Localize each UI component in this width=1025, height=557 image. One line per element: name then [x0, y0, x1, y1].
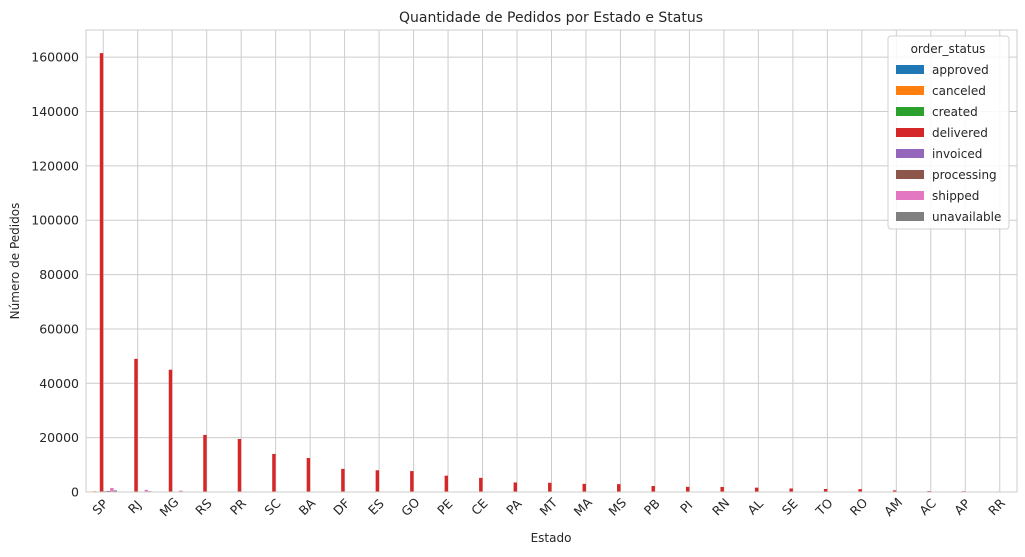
bar-shipped-RJ — [144, 489, 149, 492]
y-tick-label: 80000 — [39, 267, 79, 282]
legend: order_status approved canceled created deli… — [887, 35, 1010, 230]
legend-swatch-canceled — [896, 86, 924, 95]
bar-processing-SP — [106, 490, 111, 492]
grid-lines — [86, 30, 1017, 493]
y-tick-label: 40000 — [39, 376, 79, 391]
bar-delivered-SE — [789, 488, 793, 492]
x-axis-title: Estado — [531, 531, 572, 545]
bar-delivered-PR — [237, 439, 242, 492]
y-tick-label: 0 — [71, 485, 79, 500]
legend-label-invoiced: invoiced — [932, 147, 982, 161]
legend-swatch-unavailable — [896, 212, 924, 221]
bar-delivered-MS — [617, 484, 621, 492]
bar-delivered-SP — [99, 53, 104, 492]
bar-delivered-SC — [272, 453, 276, 492]
legend-label-unavailable: unavailable — [932, 210, 1001, 224]
bar-delivered-AL — [754, 487, 759, 492]
bar-delivered-AM — [892, 490, 897, 492]
y-tick-labels: 0 20000 40000 60000 80000 100000 120000 140000 1… — [31, 50, 79, 500]
bar-delivered-BA — [306, 458, 311, 492]
bar-shipped-SP — [110, 487, 114, 492]
bar-delivered-CE — [479, 477, 483, 492]
legend-label-processing: processing — [932, 168, 997, 182]
bar-delivered-MT — [548, 482, 552, 492]
bars — [92, 53, 1011, 492]
legend-label-approved: approved — [932, 63, 989, 77]
y-tick-label: 60000 — [39, 321, 79, 336]
bar-delivered-PB — [651, 486, 655, 492]
y-tick-label: 160000 — [31, 50, 79, 65]
legend-swatch-processing — [896, 170, 924, 179]
bar-delivered-RJ — [134, 358, 138, 492]
bar-delivered-ES — [375, 470, 380, 492]
bar-delivered-RN — [720, 486, 724, 492]
bar-shipped-MG — [179, 490, 183, 492]
legend-swatch-approved — [896, 65, 924, 74]
legend-swatch-delivered — [896, 128, 924, 137]
legend-label-canceled: canceled — [932, 84, 986, 98]
bar-delivered-TO — [823, 489, 828, 492]
bar-delivered-PA — [513, 482, 518, 492]
bar-delivered-RS — [203, 434, 207, 492]
legend-swatch-created — [896, 107, 924, 116]
bar-delivered-DF — [341, 468, 345, 492]
legend-items: approved canceled created delivered invoiced… — [896, 63, 1001, 224]
legend-swatch-invoiced — [896, 149, 924, 158]
y-tick-label: 20000 — [39, 430, 79, 445]
y-tick-label: 140000 — [31, 104, 79, 119]
legend-swatch-shipped — [896, 191, 924, 200]
legend-title: order_status — [911, 42, 986, 56]
legend-box — [887, 35, 1010, 230]
bar-delivered-PI — [685, 486, 690, 492]
bar-delivered-MG — [168, 369, 173, 492]
y-axis-title: Número de Pedidos — [8, 203, 22, 320]
x-tick-labels: SP RJ MG RS PR SC BA DF ES GO PE CE PA MT MA MS PB PI RN AL… — [89, 494, 1008, 519]
chart-title: Quantidade de Pedidos por Estado e Statu… — [399, 10, 703, 26]
y-tick-label: 120000 — [31, 158, 79, 173]
bar-delivered-PE — [444, 475, 449, 492]
bar-delivered-RO — [858, 489, 862, 492]
bar-delivered-GO — [410, 471, 414, 492]
y-tick-label: 100000 — [31, 213, 79, 228]
legend-label-created: created — [932, 105, 978, 119]
bar-delivered-MA — [582, 483, 586, 492]
legend-label-shipped: shipped — [932, 189, 979, 203]
plot-frame — [85, 29, 1018, 493]
bar-unavailable-SP — [113, 490, 118, 492]
legend-label-delivered: delivered — [932, 126, 988, 140]
